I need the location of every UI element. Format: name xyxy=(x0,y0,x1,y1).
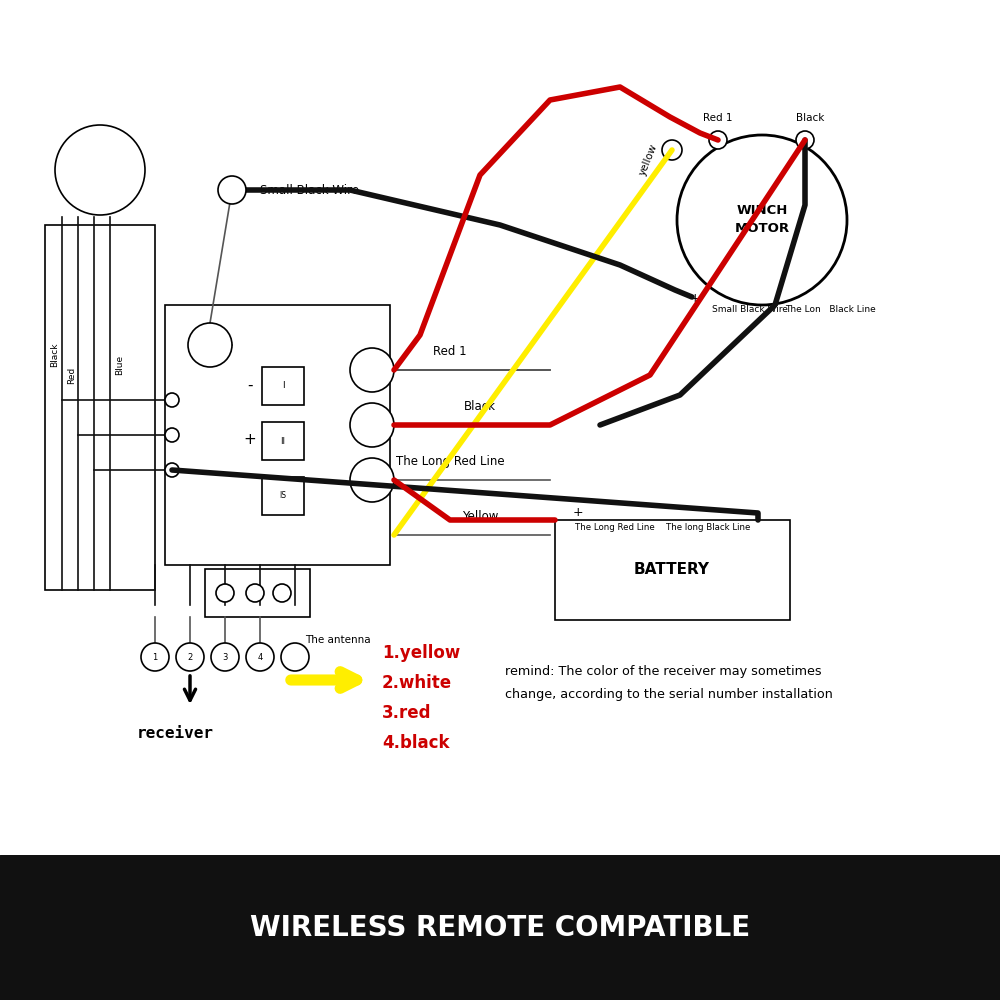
Text: Black: Black xyxy=(796,113,824,123)
Circle shape xyxy=(709,131,727,149)
Circle shape xyxy=(662,140,682,160)
Circle shape xyxy=(246,584,264,602)
Circle shape xyxy=(273,584,291,602)
Circle shape xyxy=(677,135,847,305)
Circle shape xyxy=(218,176,246,204)
Text: The long Black Line: The long Black Line xyxy=(666,522,750,532)
Circle shape xyxy=(350,403,394,447)
Text: WINCH
MOTOR: WINCH MOTOR xyxy=(734,205,790,235)
Text: 3: 3 xyxy=(222,652,228,662)
Text: I: I xyxy=(282,381,284,390)
Text: 1.yellow: 1.yellow xyxy=(382,644,460,662)
Text: 4.black: 4.black xyxy=(382,734,450,752)
Text: remind: The color of the receiver may sometimes
change, according to the serial : remind: The color of the receiver may so… xyxy=(505,665,833,701)
Text: Black: Black xyxy=(464,400,496,413)
Bar xyxy=(555,520,790,620)
Text: 2.white: 2.white xyxy=(382,674,452,692)
Circle shape xyxy=(165,393,179,407)
Text: The antenna: The antenna xyxy=(305,635,371,645)
Text: +: + xyxy=(244,432,256,448)
Circle shape xyxy=(350,348,394,392)
Text: 1: 1 xyxy=(152,652,158,662)
Text: Small Black Wire: Small Black Wire xyxy=(712,304,788,314)
Circle shape xyxy=(216,584,234,602)
Circle shape xyxy=(165,463,179,477)
Bar xyxy=(45,225,155,590)
Circle shape xyxy=(211,643,239,671)
Circle shape xyxy=(176,643,204,671)
Text: +: + xyxy=(690,292,700,306)
Bar xyxy=(262,422,304,460)
Bar xyxy=(262,477,304,515)
Circle shape xyxy=(281,643,309,671)
Text: Red 1: Red 1 xyxy=(703,113,733,123)
Text: Small Black Wire: Small Black Wire xyxy=(260,184,360,196)
Text: The Lon   Black Line: The Lon Black Line xyxy=(785,304,876,314)
Text: yellow: yellow xyxy=(637,143,659,177)
Text: receiver: receiver xyxy=(136,726,214,740)
Text: 4: 4 xyxy=(257,652,263,662)
Text: 3.red: 3.red xyxy=(382,704,432,722)
Circle shape xyxy=(246,643,274,671)
Text: 2: 2 xyxy=(187,652,193,662)
Text: Red 1: Red 1 xyxy=(433,345,467,358)
Text: WIRELESS REMOTE COMPATIBLE: WIRELESS REMOTE COMPATIBLE xyxy=(250,914,750,942)
Text: The Long Red Line: The Long Red Line xyxy=(396,455,504,468)
Bar xyxy=(262,367,304,405)
Text: II: II xyxy=(280,436,286,446)
Circle shape xyxy=(350,458,394,502)
Text: Blue: Blue xyxy=(116,355,124,375)
Circle shape xyxy=(55,125,145,215)
Text: -: - xyxy=(247,377,253,392)
Text: IS: IS xyxy=(280,491,287,500)
Text: The Long Red Line: The Long Red Line xyxy=(575,522,655,532)
Circle shape xyxy=(796,131,814,149)
Text: +: + xyxy=(573,506,583,520)
Text: Yellow: Yellow xyxy=(462,510,498,523)
Bar xyxy=(205,569,310,617)
Circle shape xyxy=(188,323,232,367)
Circle shape xyxy=(141,643,169,671)
Text: -: - xyxy=(756,506,760,520)
Bar xyxy=(165,305,390,565)
Text: Black: Black xyxy=(51,343,60,367)
Text: BATTERY: BATTERY xyxy=(634,562,710,578)
Circle shape xyxy=(165,428,179,442)
Text: Red: Red xyxy=(68,366,76,384)
